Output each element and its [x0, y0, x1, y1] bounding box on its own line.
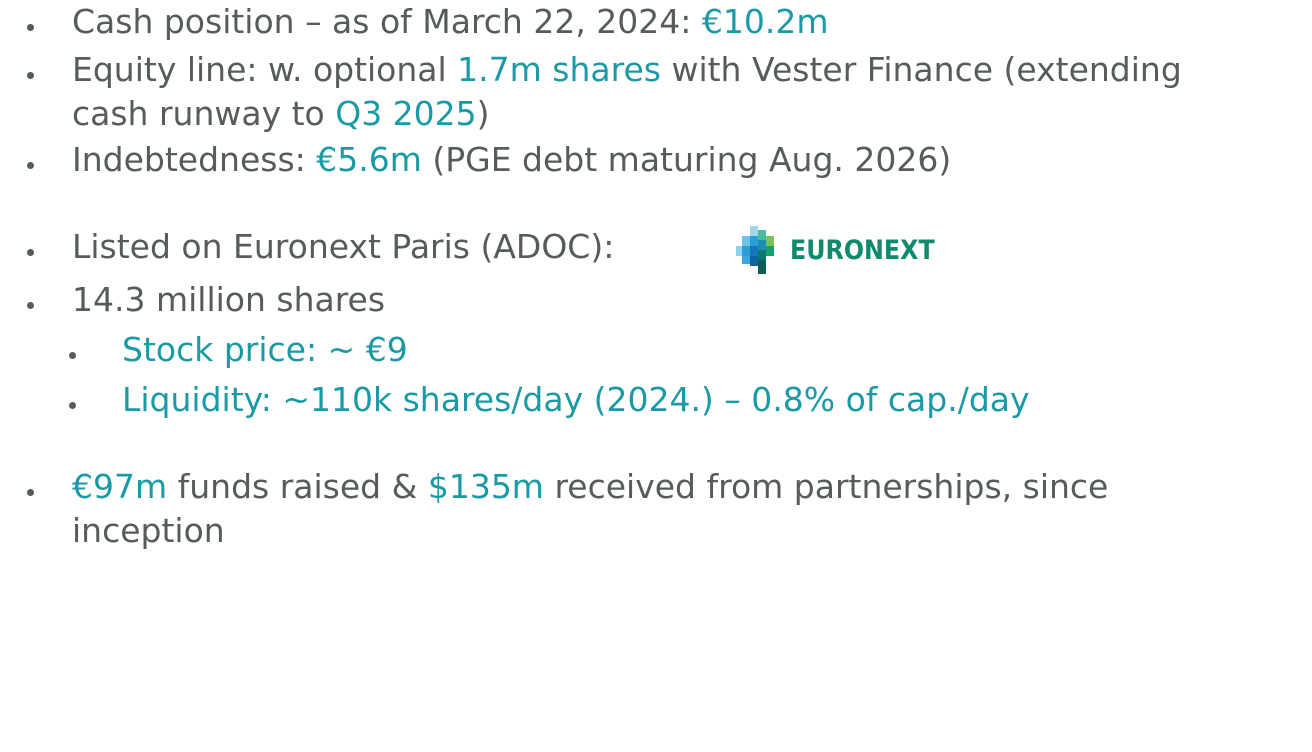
bullet-line: Equity line: w. optional 1.7m shares wit…	[72, 48, 1182, 92]
bullet-dot	[69, 352, 76, 359]
bullet-dot	[69, 402, 76, 409]
bullet-dot	[27, 249, 34, 256]
bullet-line: Listed on Euronext Paris (ADOC):	[72, 225, 614, 269]
bullet-dot	[27, 162, 34, 169]
bullet-line: Liquidity: ~110k shares/day (2024.) – 0.…	[122, 378, 1030, 422]
text: Listed on Euronext Paris (ADOC):	[72, 227, 615, 266]
text: Cash position – as of March 22, 2024:	[72, 2, 702, 41]
text: )	[476, 94, 490, 133]
highlight-text: Q3 2025	[335, 94, 477, 133]
bullet-dot	[27, 302, 34, 309]
text: Equity line: w. optional	[72, 50, 458, 89]
highlight-text: Stock price: ~ €9	[122, 330, 408, 369]
text: funds raised &	[167, 467, 428, 506]
highlight-text: €10.2m	[701, 2, 829, 41]
text: (PGE debt maturing Aug. 2026)	[421, 140, 952, 179]
euronext-logo-mark	[736, 226, 774, 274]
bullet-line: €97m funds raised & $135m received from …	[72, 465, 1108, 509]
text: 14.3 million shares	[72, 280, 386, 319]
bullet-line: 14.3 million shares	[72, 278, 385, 322]
euronext-logo-text: EURONEXT	[790, 235, 935, 266]
text: inception	[72, 511, 225, 550]
bullet-line: cash runway to Q3 2025)	[72, 92, 490, 136]
text: with Vester Finance (extending	[660, 50, 1182, 89]
highlight-text: $135m	[427, 467, 544, 506]
highlight-text: €5.6m	[316, 140, 422, 179]
bullet-line: Indebtedness: €5.6m (PGE debt maturing A…	[72, 138, 951, 182]
bullet-dot	[27, 24, 34, 31]
bullet-line: Cash position – as of March 22, 2024: €1…	[72, 0, 829, 44]
text: Indebtedness:	[72, 140, 317, 179]
highlight-text: Liquidity: ~110k shares/day (2024.) – 0.…	[122, 380, 1030, 419]
highlight-text: €97m	[72, 467, 168, 506]
text: received from partnerships, since	[543, 467, 1109, 506]
bullet-dot	[27, 72, 34, 79]
text: cash runway to	[72, 94, 336, 133]
bullet-line: inception	[72, 509, 225, 553]
highlight-text: 1.7m shares	[457, 50, 661, 89]
bullet-dot	[27, 489, 34, 496]
bullet-line: Stock price: ~ €9	[122, 328, 408, 372]
